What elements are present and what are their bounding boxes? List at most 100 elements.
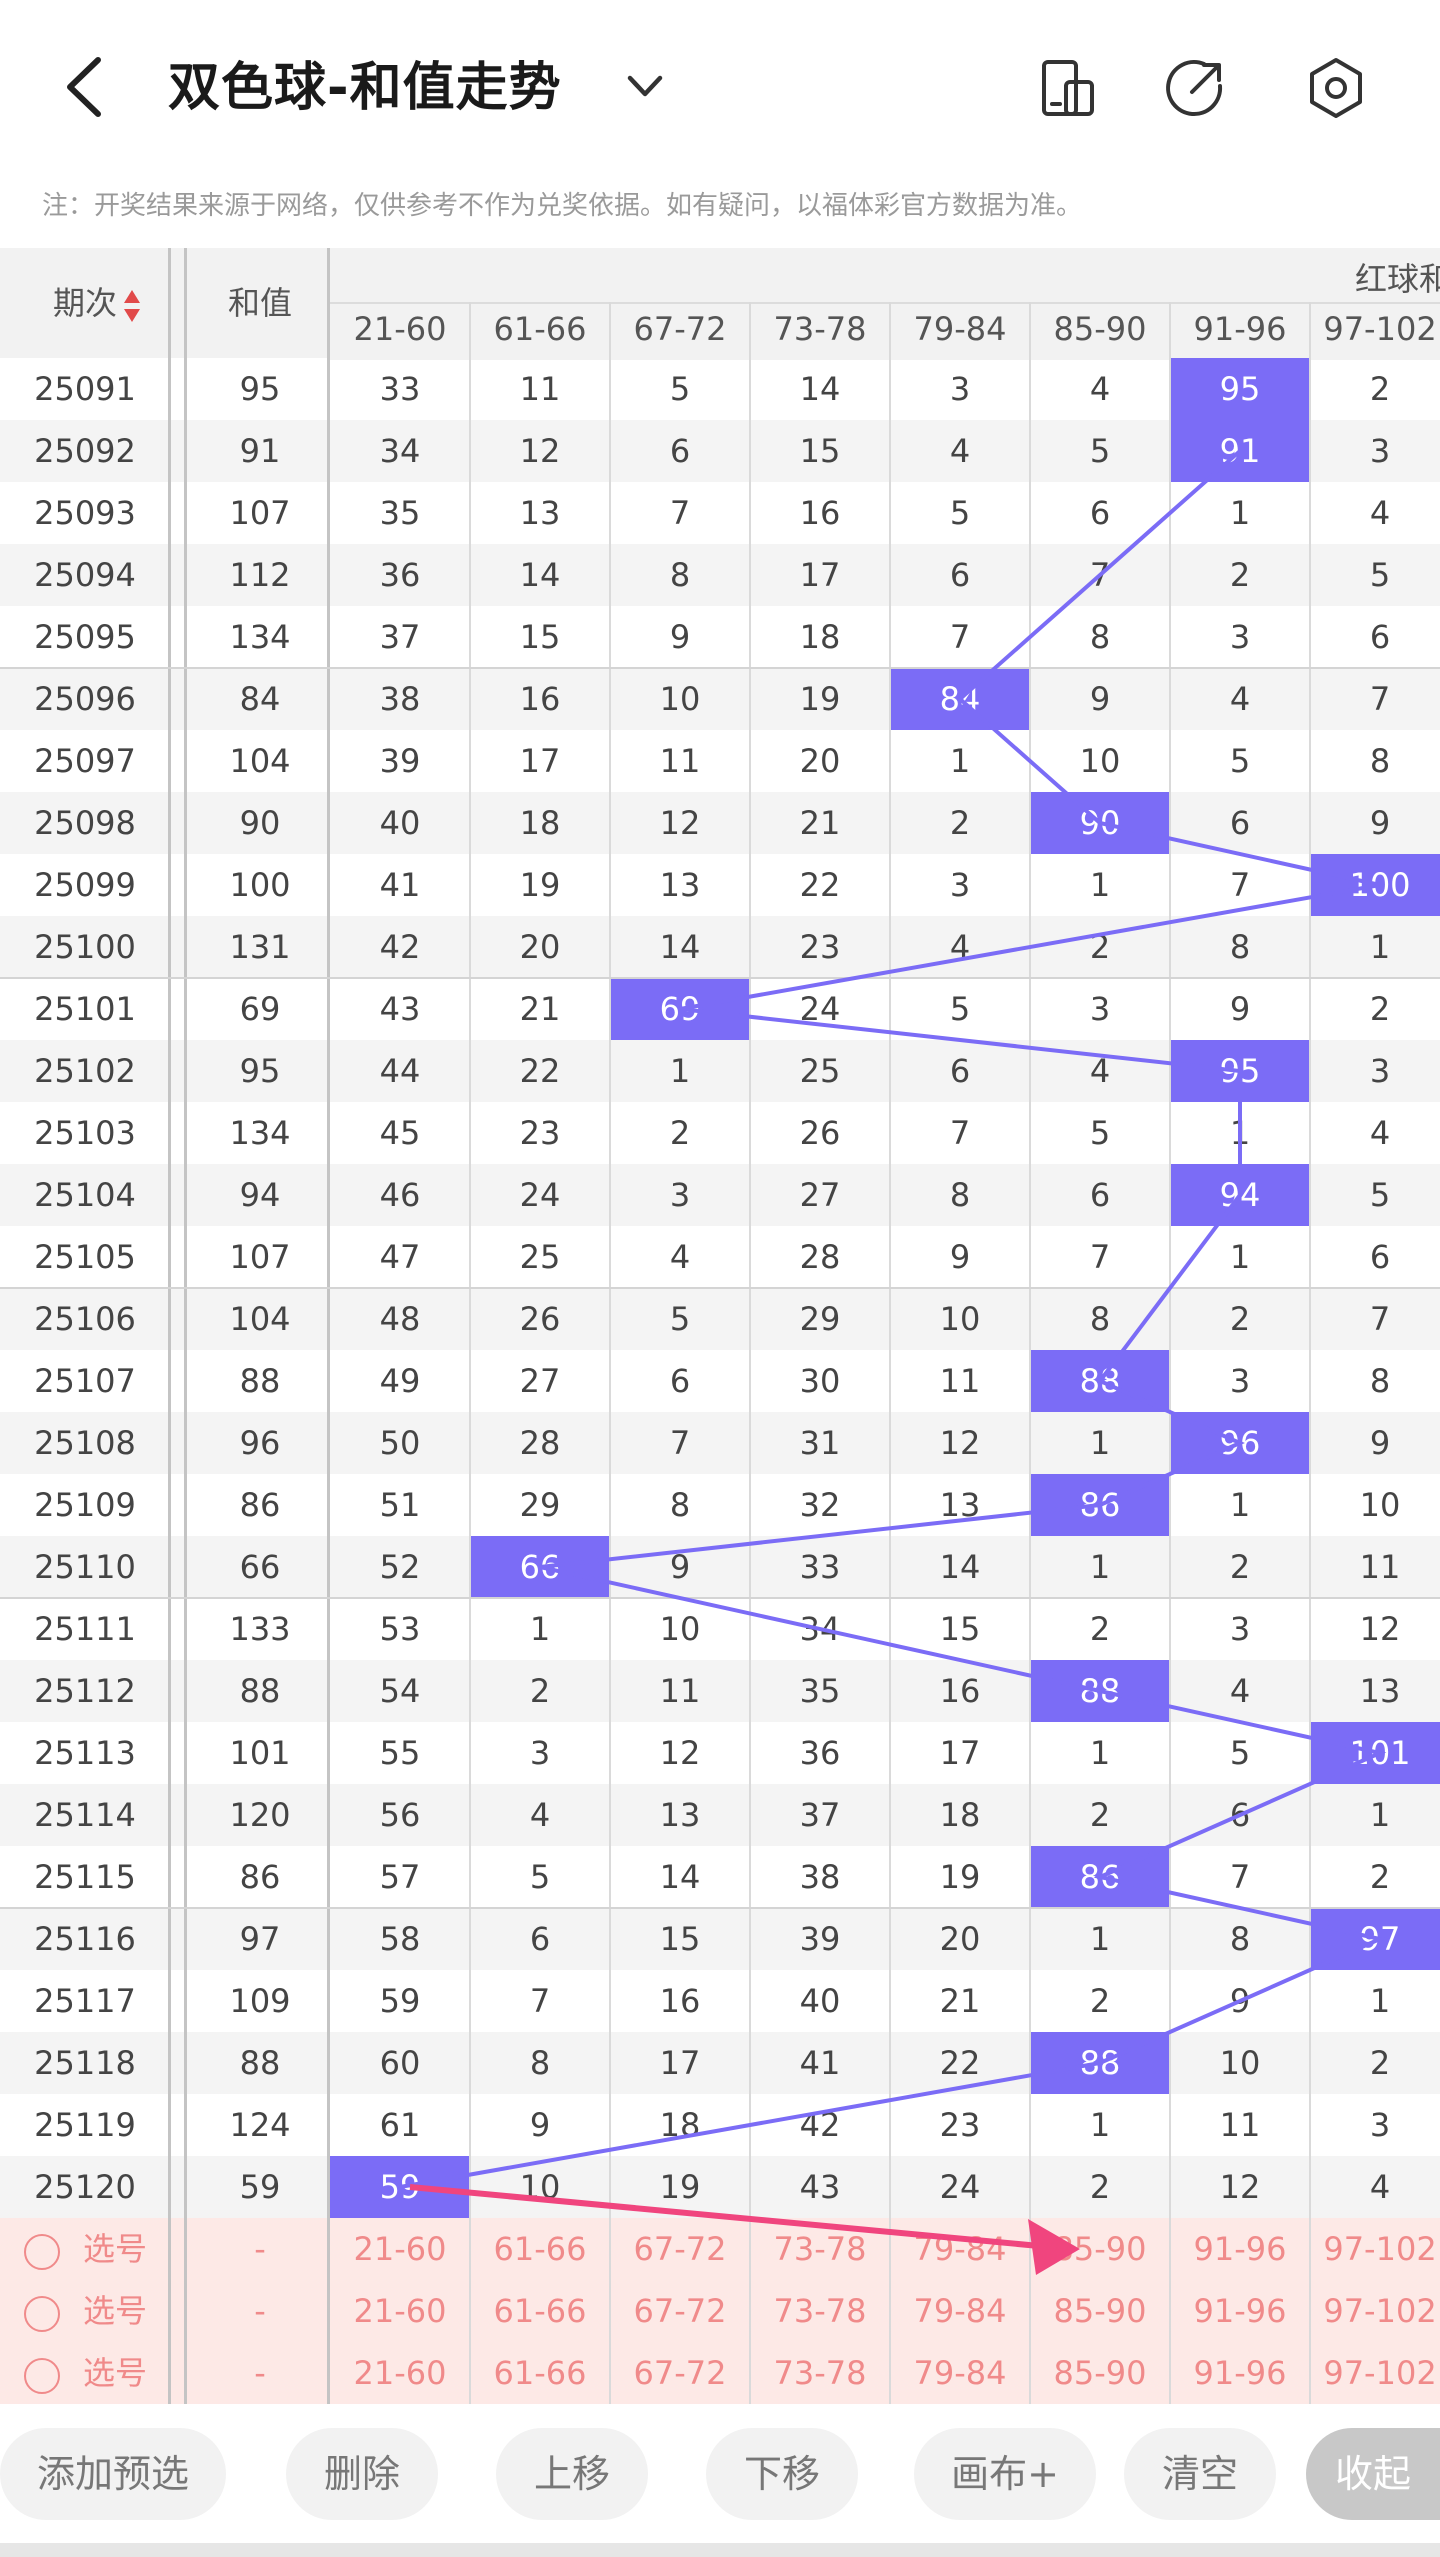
omission-cell[interactable]: 3: [1229, 1362, 1251, 1400]
omission-cell[interactable]: 52: [379, 1548, 421, 1586]
omission-cell[interactable]: 1: [529, 1610, 551, 1648]
omission-cell[interactable]: 1: [1089, 1548, 1111, 1586]
omission-cell[interactable]: 19: [519, 866, 561, 904]
omission-cell[interactable]: 31: [799, 1424, 841, 1462]
omission-cell[interactable]: 25: [519, 1238, 561, 1276]
hit-cell[interactable]: 59: [330, 2156, 470, 2218]
omission-cell[interactable]: 51: [379, 1486, 421, 1524]
preselect-range-cell[interactable]: 79-84: [913, 2354, 1007, 2392]
hit-cell[interactable]: 101: [1310, 1722, 1440, 1784]
omission-cell[interactable]: 10: [659, 1610, 701, 1648]
omission-cell[interactable]: 53: [379, 1610, 421, 1648]
omission-cell[interactable]: 43: [799, 2168, 841, 2206]
omission-cell[interactable]: 6: [669, 432, 691, 470]
omission-cell[interactable]: 5: [1229, 742, 1251, 780]
omission-cell[interactable]: 2: [1369, 1858, 1391, 1896]
omission-cell[interactable]: 4: [529, 1796, 551, 1834]
omission-cell[interactable]: 39: [379, 742, 421, 780]
omission-cell[interactable]: 5: [1089, 432, 1111, 470]
omission-cell[interactable]: 3: [1229, 618, 1251, 656]
omission-cell[interactable]: 6: [1229, 1796, 1251, 1834]
omission-cell[interactable]: 7: [669, 494, 691, 532]
omission-cell[interactable]: 18: [799, 618, 841, 656]
omission-cell[interactable]: 5: [1089, 1114, 1111, 1152]
omission-cell[interactable]: 6: [949, 1052, 971, 1090]
radio-circle-icon[interactable]: [24, 2234, 60, 2270]
omission-cell[interactable]: 3: [949, 370, 971, 408]
omission-cell[interactable]: 12: [519, 432, 561, 470]
omission-cell[interactable]: 47: [379, 1238, 421, 1276]
omission-cell[interactable]: 1: [1229, 494, 1251, 532]
omission-cell[interactable]: 59: [379, 1982, 421, 2020]
omission-cell[interactable]: 27: [519, 1362, 561, 1400]
settings-icon[interactable]: [1304, 56, 1368, 120]
omission-cell[interactable]: 46: [379, 1176, 421, 1214]
omission-cell[interactable]: 30: [799, 1362, 841, 1400]
omission-cell[interactable]: 12: [1219, 2168, 1261, 2206]
omission-cell[interactable]: 7: [1369, 680, 1391, 718]
omission-cell[interactable]: 23: [799, 928, 841, 966]
clear-button[interactable]: 清空: [1124, 2428, 1276, 2520]
omission-cell[interactable]: 40: [379, 804, 421, 842]
omission-cell[interactable]: 5: [949, 990, 971, 1028]
omission-cell[interactable]: 3: [949, 866, 971, 904]
omission-cell[interactable]: 4: [1089, 1052, 1111, 1090]
omission-cell[interactable]: 38: [799, 1858, 841, 1896]
omission-cell[interactable]: 49: [379, 1362, 421, 1400]
omission-cell[interactable]: 21: [939, 1982, 981, 2020]
omission-cell[interactable]: 35: [799, 1672, 841, 1710]
omission-cell[interactable]: 3: [1229, 1610, 1251, 1648]
omission-cell[interactable]: 6: [1089, 494, 1111, 532]
preselect-range-cell[interactable]: 61-66: [493, 2354, 587, 2392]
omission-cell[interactable]: 1: [1229, 1114, 1251, 1152]
omission-cell[interactable]: 20: [519, 928, 561, 966]
omission-cell[interactable]: 6: [1089, 1176, 1111, 1214]
omission-cell[interactable]: 3: [669, 1176, 691, 1214]
omission-cell[interactable]: 1: [1229, 1238, 1251, 1276]
omission-cell[interactable]: 9: [669, 1548, 691, 1586]
omission-cell[interactable]: 44: [379, 1052, 421, 1090]
omission-cell[interactable]: 55: [379, 1734, 421, 1772]
omission-cell[interactable]: 1: [1089, 1920, 1111, 1958]
omission-cell[interactable]: 19: [939, 1858, 981, 1896]
omission-cell[interactable]: 4: [1369, 1114, 1391, 1152]
preselect-range-cell[interactable]: 91-96: [1193, 2292, 1287, 2330]
omission-cell[interactable]: 7: [529, 1982, 551, 2020]
omission-cell[interactable]: 48: [379, 1300, 421, 1338]
omission-cell[interactable]: 6: [1369, 1238, 1391, 1276]
omission-cell[interactable]: 10: [1219, 2044, 1261, 2082]
collapse-button[interactable]: 收起: [1306, 2428, 1440, 2520]
omission-cell[interactable]: 58: [379, 1920, 421, 1958]
sort-icon[interactable]: [122, 288, 142, 324]
omission-cell[interactable]: 22: [519, 1052, 561, 1090]
omission-cell[interactable]: 33: [379, 370, 421, 408]
hit-cell[interactable]: 69: [610, 978, 750, 1040]
omission-cell[interactable]: 5: [949, 494, 971, 532]
omission-cell[interactable]: 42: [379, 928, 421, 966]
omission-cell[interactable]: 7: [949, 618, 971, 656]
hit-cell[interactable]: 95: [1170, 1040, 1310, 1102]
omission-cell[interactable]: 11: [939, 1362, 981, 1400]
omission-cell[interactable]: 43: [379, 990, 421, 1028]
omission-cell[interactable]: 4: [1229, 1672, 1251, 1710]
preselect-range-cell[interactable]: 21-60: [353, 2354, 447, 2392]
omission-cell[interactable]: 8: [1089, 1300, 1111, 1338]
omission-cell[interactable]: 2: [1089, 1796, 1111, 1834]
omission-cell[interactable]: 34: [379, 432, 421, 470]
omission-cell[interactable]: 35: [379, 494, 421, 532]
omission-cell[interactable]: 32: [799, 1486, 841, 1524]
hit-cell[interactable]: 88: [1030, 2032, 1170, 2094]
omission-cell[interactable]: 7: [669, 1424, 691, 1462]
omission-cell[interactable]: 3: [1369, 2106, 1391, 2144]
omission-cell[interactable]: 8: [1089, 618, 1111, 656]
omission-cell[interactable]: 9: [1369, 1424, 1391, 1462]
omission-cell[interactable]: 9: [1229, 1982, 1251, 2020]
omission-cell[interactable]: 2: [1089, 1610, 1111, 1648]
omission-cell[interactable]: 8: [949, 1176, 971, 1214]
omission-cell[interactable]: 4: [1089, 370, 1111, 408]
radio-circle-icon[interactable]: [24, 2358, 60, 2394]
omission-cell[interactable]: 22: [939, 2044, 981, 2082]
omission-cell[interactable]: 9: [669, 618, 691, 656]
preselect-range-cell[interactable]: 97-102: [1323, 2230, 1437, 2268]
omission-cell[interactable]: 26: [799, 1114, 841, 1152]
